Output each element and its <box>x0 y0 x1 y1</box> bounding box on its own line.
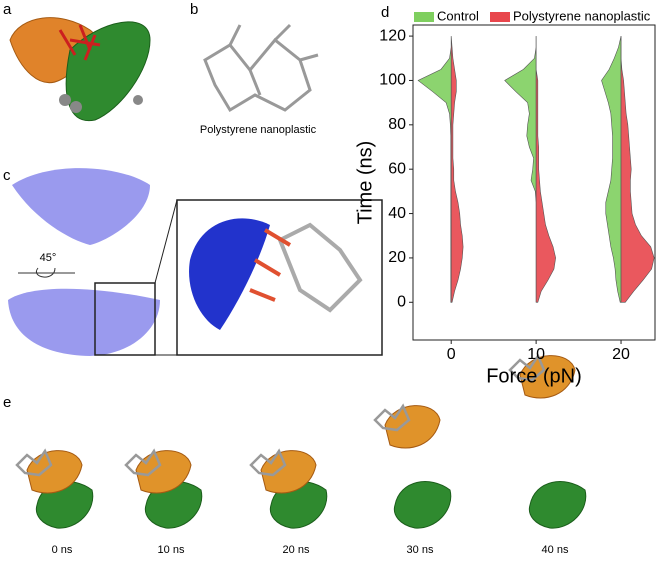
plastic <box>249 448 287 477</box>
legend-swatch <box>414 12 434 22</box>
y-tick-label: 40 <box>388 205 406 222</box>
time-label: 30 ns <box>407 544 434 556</box>
violin-half <box>450 36 464 303</box>
plastic <box>15 448 53 477</box>
violin-half <box>417 36 452 303</box>
plastic <box>373 403 411 432</box>
time-label: 40 ns <box>542 544 569 556</box>
plot-frame <box>412 24 656 341</box>
green-domain <box>528 481 587 529</box>
y-tick-label: 100 <box>379 72 406 89</box>
violin-half <box>504 36 537 303</box>
x-tick-label: 0 <box>447 346 456 363</box>
angle-label: 45° <box>40 252 57 264</box>
panel-label: b <box>190 1 198 18</box>
zoom-protein <box>189 218 270 330</box>
legend-label: Polystyrene nanoplastic <box>513 8 651 23</box>
plastic <box>508 353 546 382</box>
violin-half <box>620 36 655 303</box>
time-label: 20 ns <box>283 544 310 556</box>
zoom-line <box>154 199 178 356</box>
y-tick-label: 80 <box>388 116 406 133</box>
surface-bottom <box>8 288 160 356</box>
y-tick-label: 20 <box>388 249 406 266</box>
y-axis-label: Time (ns) <box>354 141 376 225</box>
y-tick-label: 60 <box>388 160 406 177</box>
plastic <box>124 448 162 477</box>
legend-label: Control <box>437 8 479 23</box>
zoom-box <box>94 282 156 356</box>
panel-label: c <box>3 167 11 184</box>
zoom-plastic <box>277 222 363 313</box>
nanoplastic-b <box>203 23 319 113</box>
surface-top <box>12 168 150 245</box>
y-tick-label: 0 <box>397 294 406 311</box>
panel-label: a <box>3 1 12 18</box>
orange-domain <box>384 405 441 449</box>
time-label: 10 ns <box>158 544 185 556</box>
x-tick-label: 20 <box>612 346 630 363</box>
green-domain <box>393 481 452 529</box>
protein-a <box>9 17 151 122</box>
rotation-arrow <box>18 267 75 278</box>
panel-label: d <box>381 4 389 21</box>
legend-swatch <box>490 12 510 22</box>
caption: Polystyrene nanoplastic <box>200 124 317 136</box>
x-axis-label: Force (pN) <box>486 365 582 387</box>
violin-half <box>601 36 622 303</box>
zoom-residues <box>249 228 292 302</box>
y-tick-label: 120 <box>379 27 406 44</box>
x-tick-label: 10 <box>527 346 545 363</box>
time-label: 0 ns <box>52 544 73 556</box>
violin-half <box>535 36 556 303</box>
panel-label: e <box>3 394 11 411</box>
